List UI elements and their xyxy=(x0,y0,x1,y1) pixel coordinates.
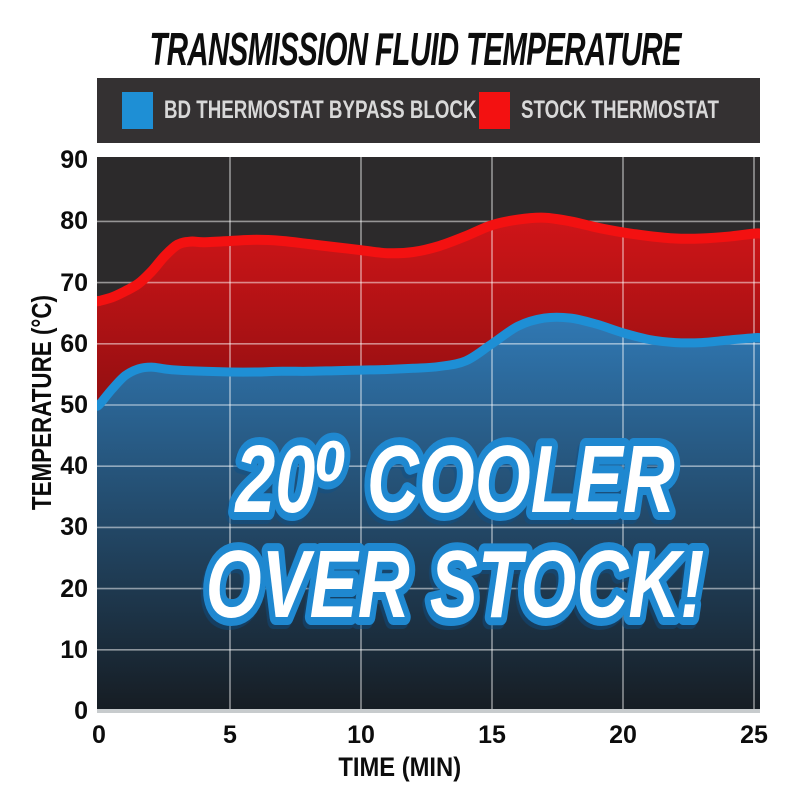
series-line-stock-thermostat xyxy=(97,212,760,307)
x-tick-label: 5 xyxy=(223,721,237,749)
x-tick-label: 20 xyxy=(609,721,637,749)
y-tick-label: 80 xyxy=(60,207,88,236)
y-tick-label: 20 xyxy=(60,574,88,603)
legend-label: STOCK THERMOSTAT xyxy=(521,96,719,124)
y-tick-label: 30 xyxy=(60,513,88,542)
y-tick-label: 60 xyxy=(60,329,88,358)
page-title: TRANSMISSION FLUID TEMPERATURE xyxy=(0,22,800,76)
legend-swatch-blue xyxy=(122,92,153,129)
y-tick-label: 40 xyxy=(60,452,88,481)
y-tick-label: 70 xyxy=(60,268,88,297)
temperature-chart-plot xyxy=(97,157,760,713)
legend-bar: BD THERMOSTAT BYPASS BLOCK STOCK THERMOS… xyxy=(97,78,760,143)
x-tick-label: 10 xyxy=(347,721,375,749)
legend-label: BD THERMOSTAT BYPASS BLOCK xyxy=(164,96,477,124)
y-axis-title: TEMPERATURE (°C) xyxy=(26,295,57,511)
x-tick-label: 25 xyxy=(740,721,768,749)
series-line-bd-bypass xyxy=(97,312,760,411)
legend-item-bd-thermostat: BD THERMOSTAT BYPASS BLOCK xyxy=(122,92,477,129)
legend-swatch-red xyxy=(479,92,510,129)
page-title-text: TRANSMISSION FLUID TEMPERATURE xyxy=(149,23,681,75)
x-axis-title: TIME (MIN) xyxy=(338,752,462,782)
y-tick-label: 90 xyxy=(60,146,88,175)
series-area-bd-bypass xyxy=(97,317,760,713)
y-tick-label: 50 xyxy=(60,391,88,419)
x-tick-label: 0 xyxy=(92,721,106,749)
y-tick-label: 0 xyxy=(74,697,88,725)
y-tick-label: 10 xyxy=(60,635,88,664)
x-tick-label: 15 xyxy=(478,721,506,749)
legend-item-stock-thermostat: STOCK THERMOSTAT xyxy=(479,92,719,129)
